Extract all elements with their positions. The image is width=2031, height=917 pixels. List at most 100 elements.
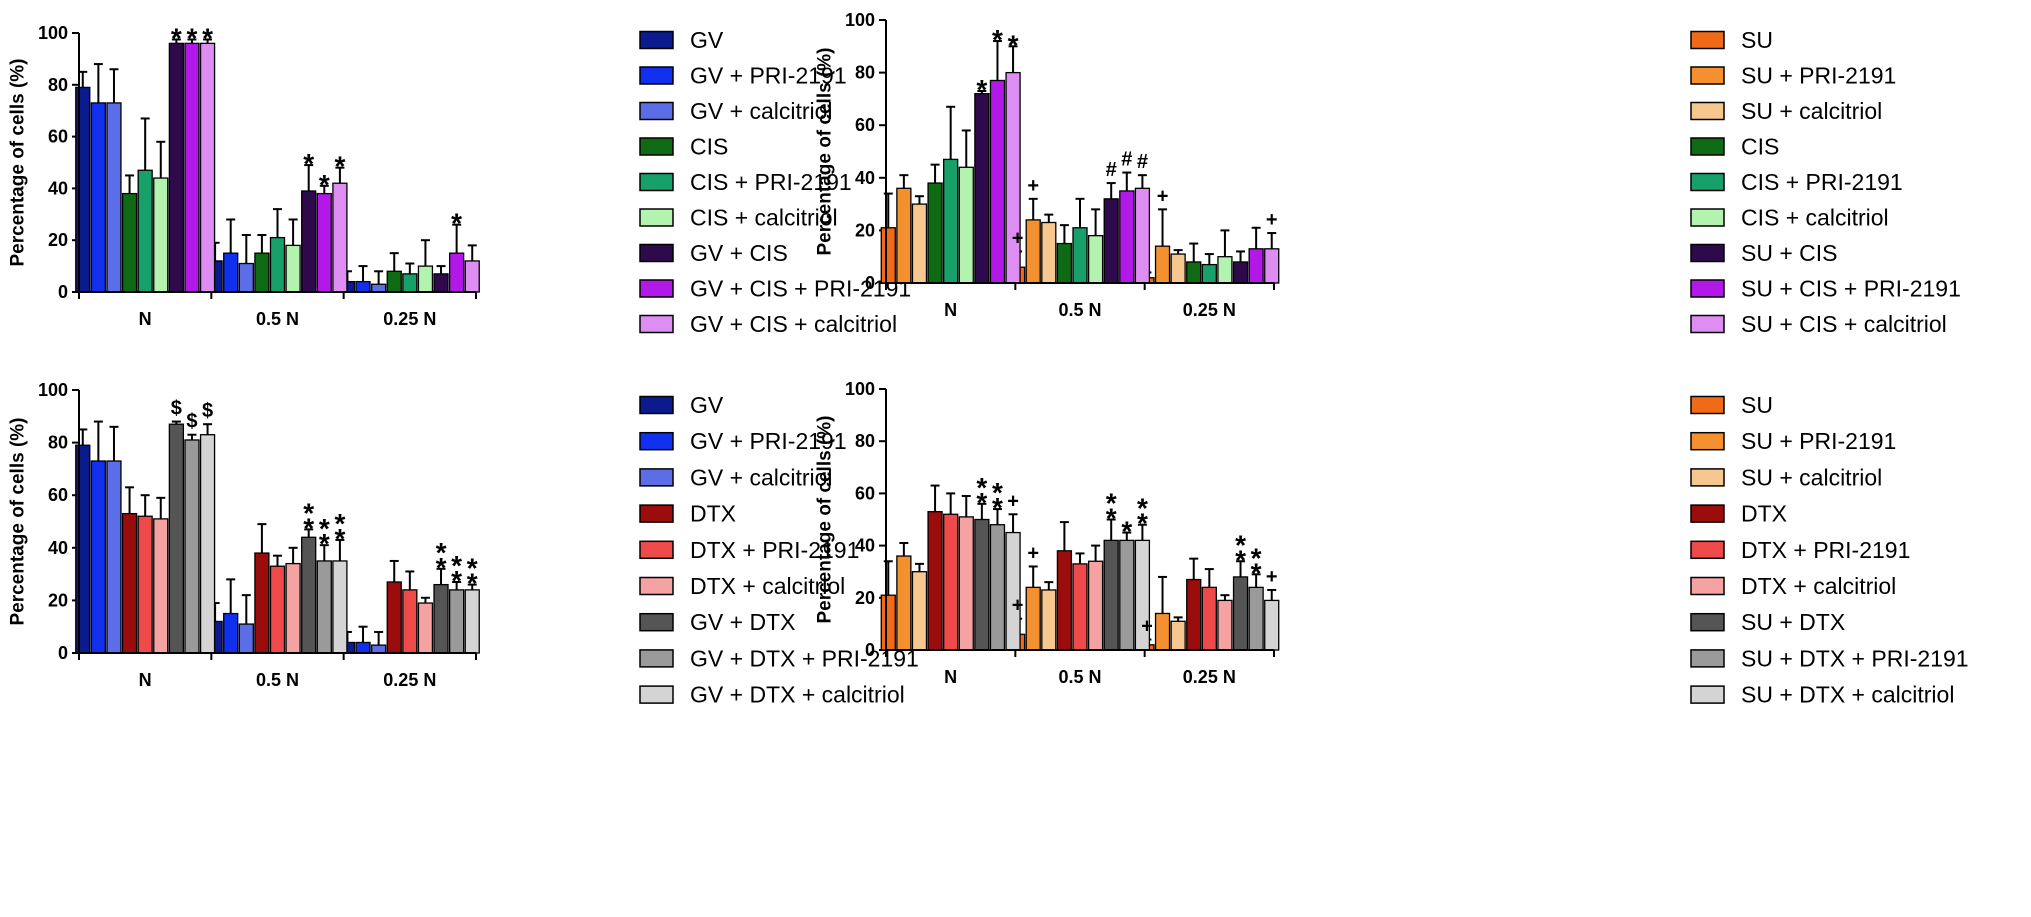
bar [448, 252, 465, 293]
bar [106, 460, 122, 654]
bar [1025, 586, 1041, 651]
bar [90, 460, 107, 654]
bar [1201, 586, 1217, 651]
legend-swatch [639, 66, 674, 85]
significance-marker: + [1012, 227, 1024, 249]
x-tick-label: 0.25 N [383, 309, 436, 329]
bar [1072, 227, 1088, 284]
legend-label: SU + DTX [1741, 609, 1845, 635]
legend-label: DTX + calcitriol [690, 573, 845, 599]
bar [153, 177, 169, 293]
bar [301, 536, 317, 654]
significance-marker: $ [186, 411, 197, 433]
bar [1217, 599, 1233, 651]
bar [1005, 71, 1021, 284]
bar [880, 227, 896, 284]
significance-marker: + [1157, 185, 1169, 207]
legend-label: CIS [690, 134, 728, 160]
x-tick-label: N [139, 670, 152, 690]
bar [316, 192, 332, 293]
bar [1186, 261, 1202, 284]
bar [370, 283, 387, 293]
bar [402, 589, 418, 654]
y-tick-label: 60 [855, 115, 875, 135]
legend-swatch [1690, 137, 1725, 156]
legend-label: GV [690, 27, 724, 53]
significance-marker: * [1137, 508, 1148, 539]
legend-swatch [1690, 279, 1725, 298]
significance-marker: * [171, 22, 182, 53]
x-tick-label: 0.25 N [383, 670, 436, 690]
bar [1041, 221, 1057, 284]
significance-marker: + [1266, 209, 1278, 231]
significance-marker: * [1235, 529, 1246, 560]
bar [1056, 242, 1073, 284]
significance-marker: * [976, 74, 987, 105]
bar [121, 512, 138, 654]
legend-label: SU + calcitriol [1741, 464, 1882, 490]
bar [355, 641, 371, 654]
bar [1217, 256, 1233, 284]
legend-label: DTX + calcitriol [1741, 573, 1896, 599]
significance-marker: * [467, 553, 478, 584]
significance-marker: * [303, 497, 314, 528]
bar [199, 42, 216, 293]
legend-label: CIS + calcitriol [690, 205, 838, 231]
significance-marker: * [334, 508, 345, 539]
bar [285, 562, 301, 654]
bar [386, 270, 402, 293]
legend-swatch [639, 685, 674, 704]
legend-label: SU + CIS + calcitriol [1741, 311, 1947, 337]
legend-swatch [1690, 540, 1725, 560]
significance-marker: * [303, 148, 314, 179]
significance-marker: + [1266, 566, 1278, 588]
y-tick-label: 80 [855, 431, 875, 451]
legend-swatch [639, 468, 674, 487]
x-tick-label: 0.25 N [1183, 300, 1236, 320]
bar [301, 190, 317, 293]
bar [1087, 560, 1104, 651]
x-tick-label: 0.25 N [1183, 667, 1236, 687]
significance-marker: * [319, 528, 330, 559]
x-tick-label: 0.5 N [1058, 667, 1101, 687]
bar [223, 252, 239, 293]
significance-marker: + [1027, 175, 1039, 197]
bar [332, 560, 348, 654]
bar [927, 182, 943, 284]
legend-swatch [639, 649, 674, 668]
bar [417, 265, 434, 293]
significance-marker: * [1008, 29, 1019, 60]
bar [153, 518, 169, 654]
legend-swatch [1690, 685, 1725, 704]
significance-marker: + [1007, 490, 1019, 512]
bar [75, 444, 91, 654]
y-tick-label: 100 [845, 379, 875, 399]
legend-swatch [1690, 649, 1725, 668]
significance-marker: * [1121, 516, 1132, 547]
y-tick-label: 60 [855, 483, 875, 503]
significance-marker: * [1106, 503, 1117, 534]
bar [184, 439, 200, 654]
bar [254, 552, 270, 654]
bar [1041, 589, 1057, 651]
legend-swatch [639, 504, 674, 523]
significance-marker: * [319, 169, 330, 200]
significance-marker: * [436, 537, 447, 568]
bar [989, 524, 1006, 651]
legend-swatch [1690, 504, 1725, 523]
significance-marker: * [303, 512, 314, 543]
bar [433, 273, 449, 293]
y-tick-label: 20 [855, 588, 875, 608]
legend-swatch [639, 540, 674, 560]
bar [316, 560, 332, 654]
legend-label: SU [1741, 27, 1773, 53]
bar [1134, 187, 1151, 284]
bar [1248, 586, 1264, 651]
significance-marker: # [1137, 151, 1148, 173]
bar [355, 280, 371, 293]
y-tick-label: 40 [855, 536, 875, 556]
y-tick-label: 80 [855, 63, 875, 83]
